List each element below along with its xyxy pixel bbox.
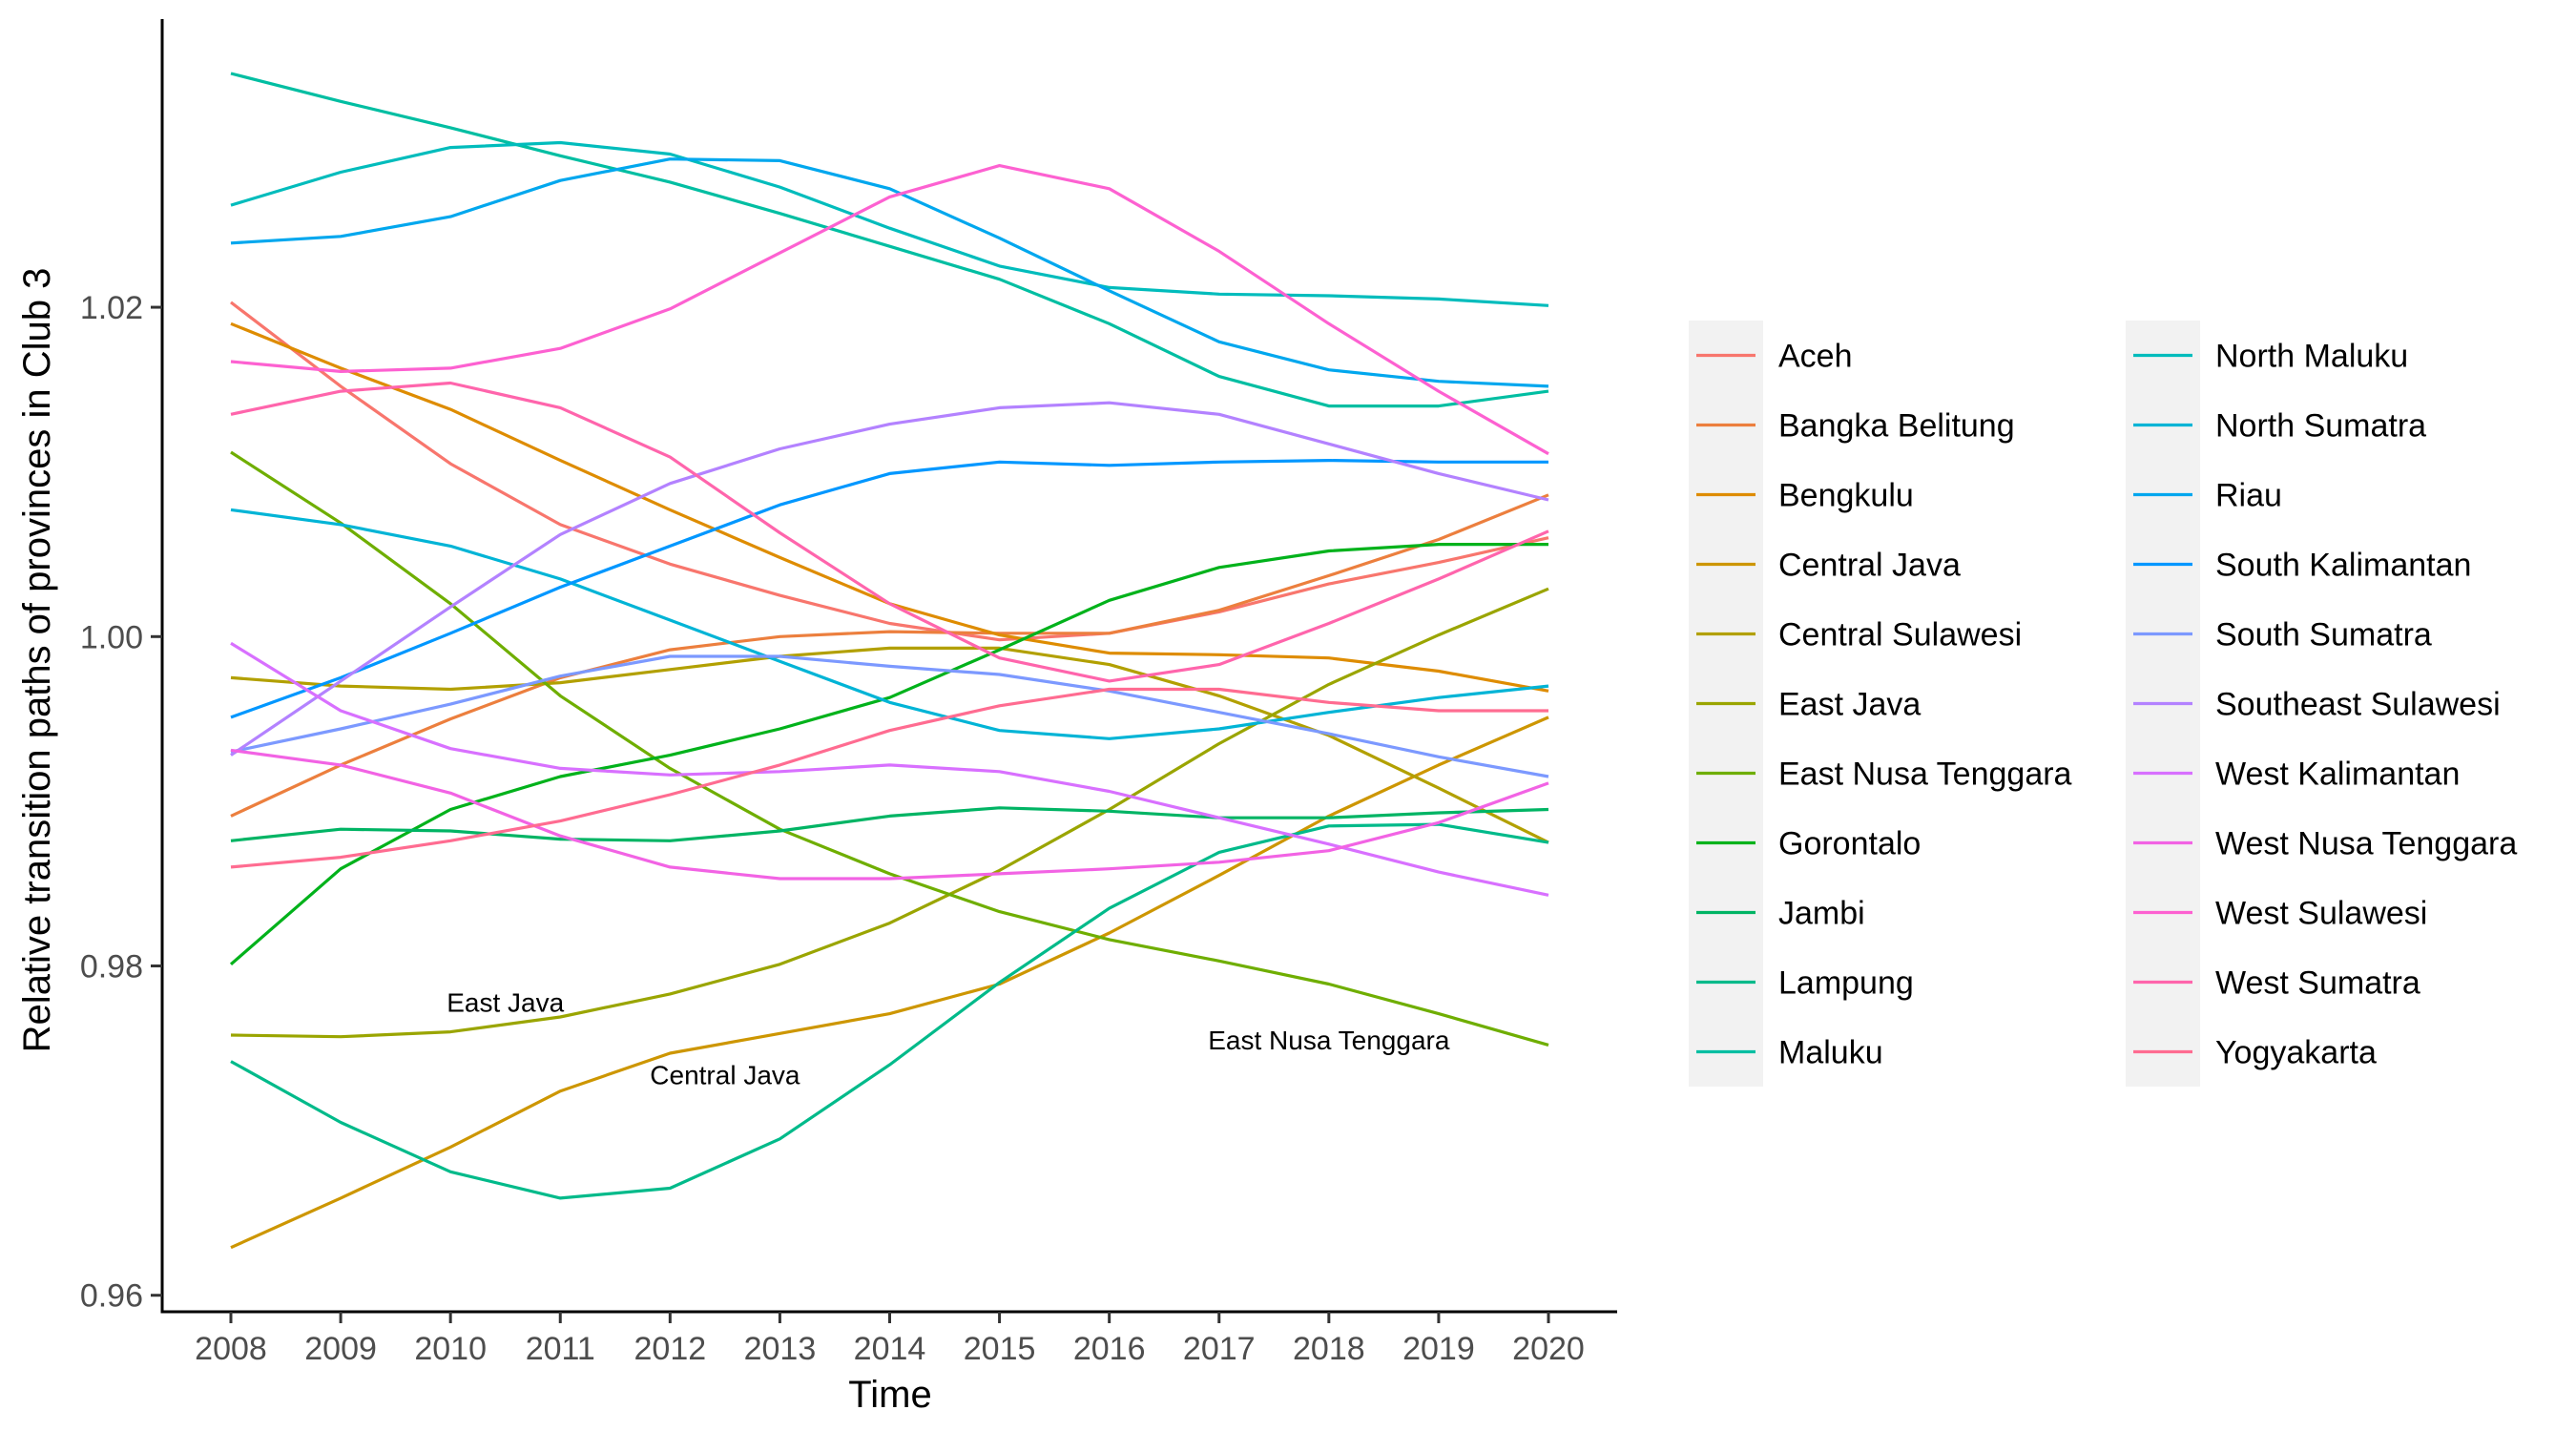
x-axis-ticks: 2008 2009 2010 2011 2012 2013 2014 2015 2016 2017… — [195, 1312, 1585, 1367]
legend-item-north-sumatra: North Sumatra — [2126, 390, 2426, 460]
legend-label: South Sumatra — [2215, 617, 2432, 653]
x-tick-label: 2019 — [1402, 1331, 1475, 1367]
legend-label: Bengkulu — [1778, 478, 1914, 514]
legend-label: West Nusa Tenggara — [2215, 826, 2517, 862]
series-line-south-sumatra — [230, 654, 1549, 778]
legend-label: North Maluku — [2215, 339, 2408, 375]
series-line-west-sumatra — [230, 381, 1549, 683]
legend: Aceh Bangka Belitung Bengkulu Central Java C… — [1689, 321, 2517, 1087]
series-line-west-kalimantan — [230, 641, 1549, 897]
legend-item-jambi: Jambi — [1689, 878, 1865, 947]
legend-item-north-maluku: North Maluku — [2126, 321, 2408, 390]
legend-label: Aceh — [1778, 339, 1853, 375]
annotation-label: East Java — [447, 987, 564, 1017]
legend-item-gorontalo: Gorontalo — [1689, 808, 1921, 878]
legend-item-west-sumatra: West Sumatra — [2126, 947, 2420, 1017]
series-line-north-sumatra — [230, 508, 1549, 740]
y-tick-label: 0.98 — [80, 949, 143, 985]
legend-label: Lampung — [1778, 965, 1914, 1002]
x-tick-label: 2014 — [854, 1331, 926, 1367]
y-axis-ticks: 0.96 0.98 1.00 1.02 — [80, 290, 162, 1315]
x-tick-label: 2013 — [744, 1331, 817, 1367]
series-line-central-sulawesi — [230, 646, 1549, 844]
series-line-riau — [230, 157, 1549, 388]
legend-label: Central Java — [1778, 548, 1961, 584]
y-tick-label: 0.96 — [80, 1278, 143, 1315]
legend-label: East Java — [1778, 687, 1921, 723]
annotation-label: Central Java — [650, 1060, 800, 1089]
x-tick-label: 2012 — [634, 1331, 707, 1367]
x-tick-label: 2011 — [526, 1331, 595, 1367]
legend-label: Yogyakarta — [2215, 1035, 2377, 1071]
series-line-jambi — [230, 806, 1549, 842]
legend-item-southeast-sulawesi: Southeast Sulawesi — [2126, 669, 2501, 738]
legend-label: West Sulawesi — [2215, 896, 2427, 932]
legend-item-lampung: Lampung — [1689, 947, 1914, 1017]
series-line-east-nusa-tenggara — [230, 450, 1549, 1047]
series-line-central-java — [230, 716, 1549, 1250]
series-line-southeast-sulawesi — [230, 401, 1549, 757]
legend-item-maluku: Maluku — [1689, 1017, 1883, 1087]
legend-label: Central Sulawesi — [1778, 617, 2022, 653]
series-line-north-maluku — [230, 140, 1549, 307]
y-tick-label: 1.00 — [80, 619, 143, 655]
x-tick-label: 2017 — [1183, 1331, 1256, 1367]
series-line-west-sulawesi — [230, 164, 1549, 456]
series-line-yogyakarta — [230, 687, 1548, 869]
x-axis-title: Time — [848, 1374, 931, 1416]
series-line-south-kalimantan — [230, 459, 1548, 719]
legend-item-bengkulu: Bengkulu — [1689, 460, 1914, 529]
x-tick-label: 2009 — [304, 1331, 377, 1367]
annotations: East Java Central Java East Nusa Tenggara — [447, 987, 1450, 1089]
legend-label: North Sumatra — [2215, 408, 2426, 445]
legend-label: West Sumatra — [2215, 965, 2420, 1002]
legend-item-west-nusa-tenggara: West Nusa Tenggara — [2126, 808, 2517, 878]
legend-item-south-sumatra: South Sumatra — [2126, 599, 2432, 669]
x-tick-label: 2010 — [414, 1331, 487, 1367]
legend-item-south-kalimantan: South Kalimantan — [2126, 529, 2471, 599]
legend-item-west-sulawesi: West Sulawesi — [2126, 878, 2427, 947]
legend-label: South Kalimantan — [2215, 548, 2471, 584]
series-line-gorontalo — [229, 542, 1548, 966]
legend-label: Gorontalo — [1778, 826, 1921, 862]
annotation-label: East Nusa Tenggara — [1208, 1026, 1450, 1055]
series-line-bangka-belitung — [230, 493, 1549, 818]
y-tick-label: 1.02 — [80, 290, 143, 326]
legend-item-east-java: East Java — [1689, 669, 1921, 738]
series-lines — [229, 72, 1549, 1250]
x-tick-label: 2008 — [195, 1331, 267, 1367]
legend-item-yogyakarta: Yogyakarta — [2126, 1017, 2377, 1087]
legend-label: Riau — [2215, 478, 2282, 514]
x-tick-label: 2015 — [964, 1331, 1036, 1367]
legend-label: Jambi — [1778, 896, 1865, 932]
x-tick-label: 2020 — [1512, 1331, 1585, 1367]
series-line-east-java — [230, 587, 1549, 1039]
legend-label: East Nusa Tenggara — [1778, 757, 2072, 793]
legend-item-aceh: Aceh — [1689, 321, 1853, 390]
series-line-lampung — [230, 822, 1549, 1200]
series-line-aceh — [230, 301, 1549, 642]
legend-label: Southeast Sulawesi — [2215, 687, 2501, 723]
legend-item-riau: Riau — [2126, 460, 2282, 529]
legend-item-bangka-belitung: Bangka Belitung — [1689, 390, 2015, 460]
series-line-maluku — [230, 72, 1549, 408]
legend-label: West Kalimantan — [2215, 757, 2460, 793]
legend-item-central-sulawesi: Central Sulawesi — [1689, 599, 2022, 669]
x-tick-label: 2018 — [1293, 1331, 1365, 1367]
series-line-west-nusa-tenggara — [230, 748, 1549, 881]
y-axis-title: Relative transition paths of provinces i… — [16, 268, 58, 1053]
legend-label: Maluku — [1778, 1035, 1883, 1071]
legend-item-west-kalimantan: West Kalimantan — [2126, 738, 2460, 808]
legend-item-central-java: Central Java — [1689, 529, 1961, 599]
legend-label: Bangka Belitung — [1778, 408, 2015, 445]
x-tick-label: 2016 — [1073, 1331, 1146, 1367]
legend-item-east-nusa-tenggara: East Nusa Tenggara — [1689, 738, 2072, 808]
